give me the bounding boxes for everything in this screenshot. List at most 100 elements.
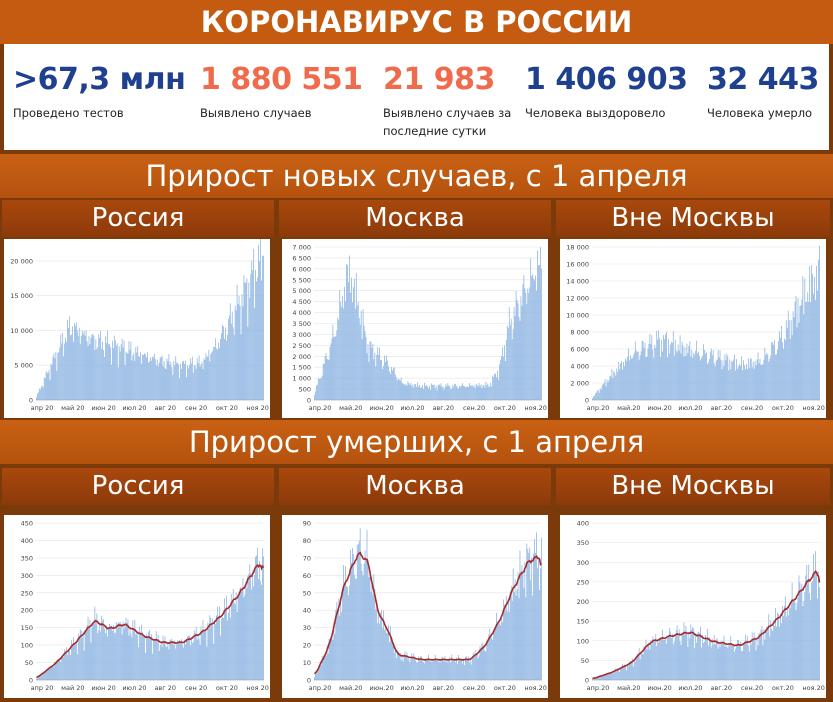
data-bar bbox=[221, 618, 222, 680]
data-bar bbox=[101, 615, 103, 680]
data-bar bbox=[214, 620, 216, 680]
data-bar bbox=[435, 385, 437, 400]
data-bar bbox=[90, 337, 92, 400]
data-bar bbox=[728, 370, 730, 400]
data-bar bbox=[603, 382, 605, 400]
data-bar bbox=[515, 291, 517, 400]
data-bar bbox=[86, 625, 88, 680]
data-bar bbox=[504, 610, 506, 680]
data-bar bbox=[226, 340, 227, 400]
data-bar bbox=[315, 385, 317, 400]
data-bar bbox=[706, 352, 707, 400]
data-bar bbox=[726, 353, 728, 400]
data-bar bbox=[352, 287, 354, 400]
data-bar bbox=[657, 640, 659, 680]
data-bar bbox=[610, 672, 612, 680]
data-bar bbox=[223, 617, 224, 680]
data-bar bbox=[437, 385, 439, 400]
data-bar bbox=[456, 386, 458, 400]
data-bar bbox=[467, 387, 469, 400]
data-bar bbox=[463, 658, 464, 680]
data-bar bbox=[66, 647, 67, 680]
data-bar bbox=[318, 379, 320, 400]
data-bar bbox=[392, 645, 394, 680]
data-bar bbox=[621, 360, 623, 400]
data-bar bbox=[371, 576, 373, 680]
data-bar bbox=[395, 658, 397, 680]
data-bar bbox=[777, 612, 778, 680]
data-bar bbox=[210, 617, 212, 680]
x-tick-label: сен 20 bbox=[185, 684, 207, 692]
data-bar bbox=[812, 581, 813, 680]
data-bar bbox=[781, 623, 782, 680]
data-bar bbox=[511, 600, 513, 680]
data-bar bbox=[801, 299, 803, 400]
data-bar bbox=[658, 642, 660, 680]
data-bar bbox=[49, 666, 51, 680]
data-bar bbox=[406, 385, 408, 400]
data-bar bbox=[360, 310, 362, 400]
data-bar bbox=[782, 606, 783, 680]
data-bar bbox=[626, 360, 627, 400]
data-bar bbox=[694, 648, 696, 680]
data-bar bbox=[744, 634, 746, 680]
data-bar bbox=[779, 331, 780, 400]
data-bar bbox=[358, 540, 360, 680]
data-bar bbox=[644, 342, 646, 400]
data-bar bbox=[98, 630, 100, 680]
data-bar bbox=[179, 640, 181, 680]
data-bar bbox=[710, 348, 712, 400]
data-bar bbox=[659, 338, 661, 400]
data-bar bbox=[724, 646, 726, 680]
data-bar bbox=[359, 324, 361, 400]
data-bar bbox=[404, 385, 406, 400]
data-bar bbox=[607, 672, 609, 680]
data-bar bbox=[531, 557, 533, 680]
data-bar bbox=[434, 654, 436, 680]
data-bar bbox=[605, 674, 607, 680]
data-bar bbox=[399, 653, 401, 680]
data-bar bbox=[595, 392, 597, 400]
data-bar bbox=[337, 317, 339, 400]
data-bar bbox=[44, 671, 46, 680]
data-bar bbox=[647, 348, 649, 400]
data-bar bbox=[494, 373, 496, 400]
data-bar bbox=[165, 369, 167, 400]
data-bar bbox=[147, 352, 148, 400]
data-bar bbox=[375, 609, 377, 680]
data-bar bbox=[352, 547, 353, 680]
data-bar bbox=[708, 637, 710, 680]
x-tick-label: авг.20 bbox=[710, 404, 732, 412]
data-bar bbox=[123, 628, 125, 680]
data-bar bbox=[686, 343, 688, 400]
chart-panel-moscow-cases: 0 500 1 000 1 500 2 000 2 500 3 000 3 500 4 000 4… bbox=[282, 239, 548, 418]
y-tick-label: 250 bbox=[21, 589, 33, 597]
data-bar bbox=[652, 349, 654, 400]
data-bar bbox=[533, 278, 535, 400]
data-bar bbox=[137, 635, 139, 680]
data-bar bbox=[737, 639, 738, 680]
data-bar bbox=[749, 358, 751, 400]
data-bar bbox=[807, 292, 809, 400]
data-bar bbox=[324, 655, 326, 680]
data-bar bbox=[646, 649, 648, 680]
data-bar bbox=[145, 653, 146, 680]
data-bar bbox=[87, 616, 89, 680]
stat-label: Проведено тестов bbox=[13, 106, 124, 120]
data-bar bbox=[505, 339, 507, 400]
data-bar bbox=[235, 592, 237, 680]
data-bar bbox=[477, 658, 479, 680]
y-tick-label: 14 000 bbox=[566, 278, 589, 286]
data-bar bbox=[473, 655, 475, 680]
data-bar bbox=[247, 575, 249, 680]
data-bar bbox=[773, 344, 775, 400]
y-tick-label: 350 bbox=[21, 554, 33, 562]
data-bar bbox=[707, 362, 709, 400]
data-bar bbox=[525, 597, 527, 680]
data-bar bbox=[474, 388, 476, 400]
data-bar bbox=[775, 354, 776, 400]
data-bar bbox=[253, 586, 255, 680]
data-bar bbox=[642, 654, 644, 680]
data-bar bbox=[791, 582, 793, 680]
